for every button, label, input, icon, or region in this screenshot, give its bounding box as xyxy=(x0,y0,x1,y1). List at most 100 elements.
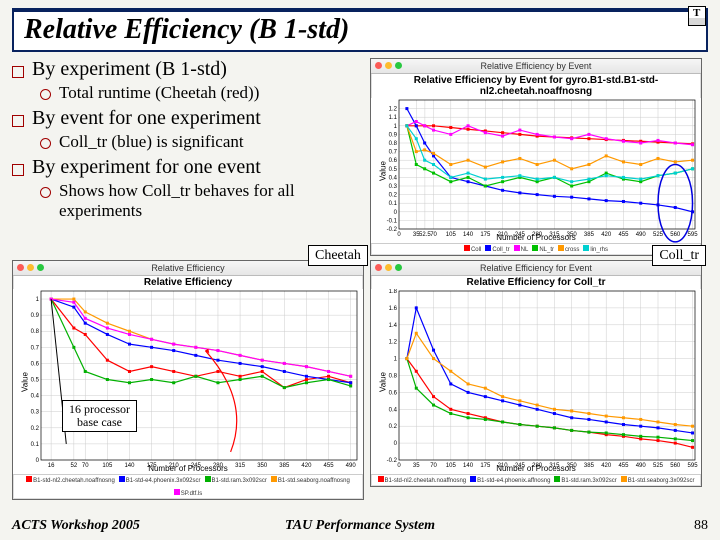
svg-text:1.8: 1.8 xyxy=(389,289,398,295)
bullet-marker xyxy=(40,187,51,198)
data-marker xyxy=(622,416,625,419)
data-marker xyxy=(72,346,75,349)
data-marker xyxy=(305,381,308,384)
data-marker xyxy=(128,330,131,333)
legend-item: Coll xyxy=(464,245,481,254)
legend-item: B1-std.seaborg.noaffnosng xyxy=(271,476,350,485)
data-marker xyxy=(172,343,175,346)
minimize-icon[interactable] xyxy=(27,264,34,271)
svg-text:105: 105 xyxy=(446,463,457,469)
data-marker xyxy=(305,375,308,378)
title-box: Relative Efficiency (B 1-std) xyxy=(12,8,708,52)
data-marker xyxy=(467,412,470,415)
data-marker xyxy=(415,370,418,373)
svg-text:315: 315 xyxy=(235,463,246,469)
data-marker xyxy=(622,423,625,426)
data-marker xyxy=(467,382,470,385)
data-marker xyxy=(587,133,590,136)
window-controls[interactable] xyxy=(375,62,402,69)
data-marker xyxy=(467,176,470,179)
data-marker xyxy=(423,148,426,151)
data-marker xyxy=(484,131,487,134)
close-icon[interactable] xyxy=(375,62,382,69)
bullet-text: Shows how Coll_tr behaves for all experi… xyxy=(59,181,362,221)
chart3-slot: Relative Efficiency for EventRelative Ef… xyxy=(370,260,708,500)
svg-text:0: 0 xyxy=(394,210,398,216)
data-marker xyxy=(639,142,642,145)
bullet-list: By experiment (B 1-std)Total runtime (Ch… xyxy=(12,58,362,256)
bullet-marker xyxy=(40,138,51,149)
data-marker xyxy=(415,120,418,123)
plot-area: -0.2-0.100.10.20.30.40.50.60.70.80.911.1… xyxy=(371,98,701,243)
svg-text:0.1: 0.1 xyxy=(31,442,40,448)
legend-swatch xyxy=(621,476,627,482)
svg-text:0.8: 0.8 xyxy=(389,141,398,147)
svg-text:0.6: 0.6 xyxy=(389,390,398,396)
data-marker xyxy=(587,418,590,421)
series-line xyxy=(51,299,351,383)
close-icon[interactable] xyxy=(375,264,382,271)
data-marker xyxy=(553,176,556,179)
bullet-text: By event for one experiment xyxy=(32,107,261,130)
svg-text:1.4: 1.4 xyxy=(389,323,398,329)
legend-item: B1-std-nl2.cheetah.noaffnosng xyxy=(26,476,115,485)
bullet-l1: By experiment (B 1-std) xyxy=(12,58,362,81)
zoom-icon[interactable] xyxy=(395,264,402,271)
svg-text:490: 490 xyxy=(636,463,647,469)
svg-text:560: 560 xyxy=(670,232,681,238)
zoom-icon[interactable] xyxy=(37,264,44,271)
svg-text:175: 175 xyxy=(480,232,491,238)
svg-text:70: 70 xyxy=(430,463,437,469)
data-marker xyxy=(587,178,590,181)
bullet-l2: Coll_tr (blue) is significant xyxy=(40,132,362,152)
window-controls[interactable] xyxy=(17,264,44,271)
data-marker xyxy=(128,370,131,373)
bullet-l2: Shows how Coll_tr behaves for all experi… xyxy=(40,181,362,221)
bottom-row: Relative EfficiencyRelative Efficiency00… xyxy=(12,260,708,500)
data-marker xyxy=(518,191,521,194)
data-marker xyxy=(691,167,694,170)
chart-legend: B1-std-nl2.cheetah.noaffnosngB1-std-e4.p… xyxy=(13,474,363,499)
data-marker xyxy=(691,446,694,449)
svg-text:455: 455 xyxy=(618,463,629,469)
data-marker xyxy=(106,378,109,381)
svg-text:560: 560 xyxy=(670,463,681,469)
slide-title: Relative Efficiency (B 1-std) xyxy=(24,14,696,46)
data-marker xyxy=(674,142,677,145)
close-icon[interactable] xyxy=(17,264,24,271)
legend-swatch xyxy=(271,476,277,482)
data-marker xyxy=(106,322,109,325)
data-marker xyxy=(261,370,264,373)
data-marker xyxy=(239,362,242,365)
minimize-icon[interactable] xyxy=(385,62,392,69)
data-marker xyxy=(657,439,660,442)
data-marker xyxy=(587,431,590,434)
data-marker xyxy=(518,157,521,160)
data-marker xyxy=(657,436,660,439)
data-marker xyxy=(172,381,175,384)
cheetah-callout: Cheetah xyxy=(308,245,368,266)
data-marker xyxy=(150,346,153,349)
data-marker xyxy=(467,159,470,162)
data-marker xyxy=(553,408,556,411)
data-marker xyxy=(605,137,608,140)
window-controls[interactable] xyxy=(375,264,402,271)
svg-text:-0.2: -0.2 xyxy=(387,227,398,233)
legend-swatch xyxy=(532,245,538,251)
data-marker xyxy=(536,193,539,196)
data-marker xyxy=(622,160,625,163)
data-marker xyxy=(423,142,426,145)
data-marker xyxy=(536,133,539,136)
bullet-l2: Total runtime (Cheetah (red)) xyxy=(40,83,362,103)
data-marker xyxy=(261,375,264,378)
data-marker xyxy=(587,412,590,415)
svg-text:1.2: 1.2 xyxy=(389,107,398,113)
minimize-icon[interactable] xyxy=(385,264,392,271)
data-marker xyxy=(128,333,131,336)
chart-window: Relative Efficiency by EventRelative Eff… xyxy=(370,58,702,256)
data-marker xyxy=(432,124,435,127)
zoom-icon[interactable] xyxy=(395,62,402,69)
data-marker xyxy=(553,135,556,138)
svg-text:0.9: 0.9 xyxy=(389,132,398,138)
legend-item: cross xyxy=(558,245,579,254)
